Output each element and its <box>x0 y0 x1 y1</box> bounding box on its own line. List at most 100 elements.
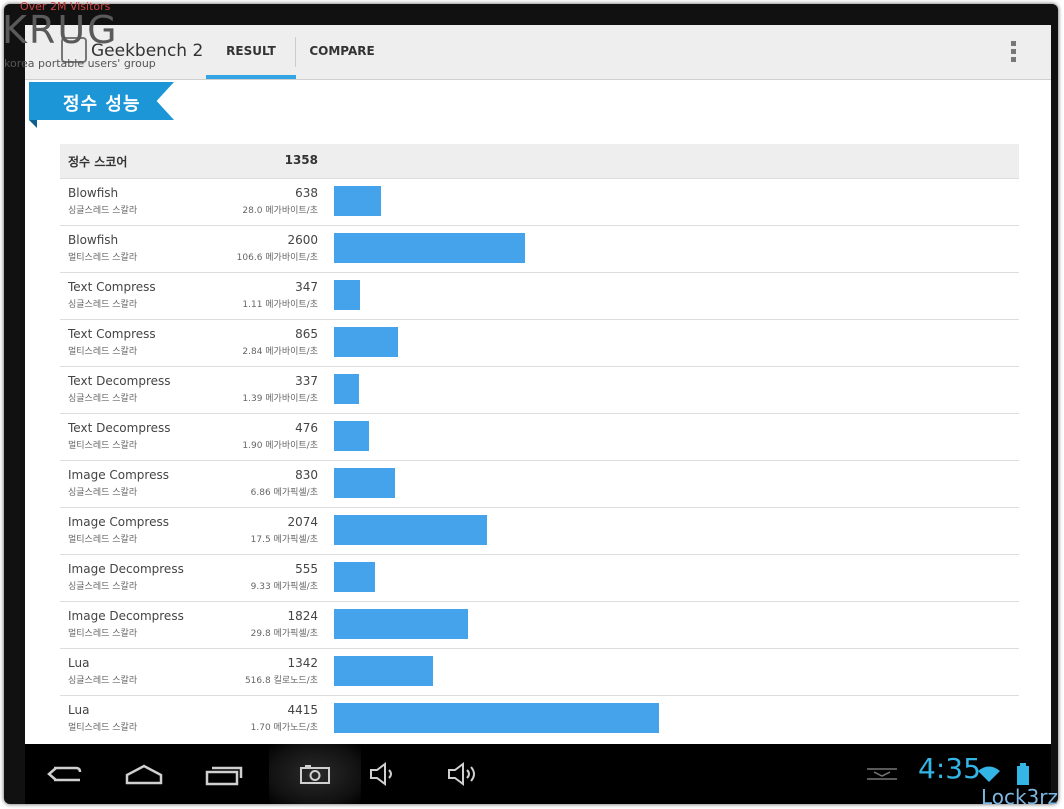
benchmark-score: 476 <box>295 421 318 435</box>
benchmark-rate: 106.6 메가바이트/초 <box>236 253 318 263</box>
tab-selected-indicator <box>206 75 296 79</box>
score-bar <box>334 374 359 404</box>
recent-apps-icon <box>205 766 243 786</box>
benchmark-mode: 멀티스레드 스칼라 <box>68 441 138 451</box>
benchmark-rate: 1.90 메가바이트/초 <box>242 441 318 451</box>
benchmark-score: 830 <box>295 468 318 482</box>
benchmark-name: Text Decompress <box>68 374 171 388</box>
table-row[interactable]: Image Decompress 싱글스레드 스칼라 555 9.33 메가픽셀/초 <box>60 554 1019 601</box>
summary-score: 1358 <box>284 153 318 167</box>
benchmark-mode: 멀티스레드 스칼라 <box>68 347 138 357</box>
benchmark-mode: 싱글스레드 스칼라 <box>68 488 138 498</box>
tab-result[interactable]: RESULT <box>206 25 296 79</box>
table-row[interactable]: Text Decompress 싱글스레드 스칼라 337 1.39 메가바이트/초 <box>60 366 1019 413</box>
score-bar <box>334 280 360 310</box>
benchmark-name: Lua <box>68 703 90 717</box>
watermark-tagline: korea portable users' group <box>4 57 156 70</box>
summary-label: 정수 스코어 <box>68 155 128 169</box>
benchmark-score: 4415 <box>287 703 318 717</box>
benchmark-mode: 싱글스레드 스칼라 <box>68 206 138 216</box>
benchmark-name: Text Compress <box>68 280 156 294</box>
recent-apps-button[interactable] <box>189 744 259 804</box>
volume-up-icon <box>448 762 475 786</box>
action-bar: Geekbench 2 RESULT COMPARE <box>25 25 1051 80</box>
benchmark-name: Image Compress <box>68 515 169 529</box>
score-bar <box>334 609 468 639</box>
wifi-status <box>969 744 1009 804</box>
benchmark-score: 337 <box>295 374 318 388</box>
benchmark-mode: 싱글스레드 스칼라 <box>68 300 138 310</box>
volume-down-icon <box>370 762 392 786</box>
score-bar <box>334 515 487 545</box>
overflow-menu-icon[interactable] <box>1011 41 1017 65</box>
table-row[interactable]: Text Compress 싱글스레드 스칼라 347 1.11 메가바이트/초 <box>60 272 1019 319</box>
benchmark-rate: 17.5 메가픽셀/초 <box>250 535 318 545</box>
status-clock: 4:35 <box>918 752 981 785</box>
tab-compare-label: COMPARE <box>309 44 375 58</box>
benchmark-mode: 멀티스레드 스칼라 <box>68 723 138 733</box>
table-row[interactable]: Lua 멀티스레드 스칼라 4415 1.70 메가노드/초 <box>60 695 1019 742</box>
benchmark-mode: 싱글스레드 스칼라 <box>68 394 138 404</box>
table-row[interactable]: Image Compress 멀티스레드 스칼라 2074 17.5 메가픽셀/초 <box>60 507 1019 554</box>
benchmark-rate: 29.8 메가픽셀/초 <box>250 629 318 639</box>
benchmark-name: Text Compress <box>68 327 156 341</box>
watermark-logo-text: KRUG <box>2 8 119 52</box>
lock3rz-watermark: Lock3rz <box>980 785 1058 809</box>
benchmark-score: 2074 <box>287 515 318 529</box>
back-icon <box>47 766 82 782</box>
keyboard-hide-icon <box>867 768 897 780</box>
score-bar <box>334 703 659 733</box>
benchmark-rate: 6.86 메가픽셀/초 <box>250 488 318 498</box>
home-button[interactable] <box>109 744 179 804</box>
benchmark-mode: 싱글스레드 스칼라 <box>68 676 138 686</box>
volume-up-button[interactable] <box>429 744 499 804</box>
benchmark-rate: 9.33 메가픽셀/초 <box>250 582 318 592</box>
screenshot-button[interactable] <box>269 744 361 804</box>
benchmark-name: Lua <box>68 656 90 670</box>
benchmark-name: Text Decompress <box>68 421 171 435</box>
benchmark-name: Image Decompress <box>68 609 184 623</box>
benchmark-score: 865 <box>295 327 318 341</box>
hide-keyboard-button[interactable] <box>847 744 917 804</box>
section-title: 정수 성능 <box>63 94 141 115</box>
score-bar <box>334 656 433 686</box>
benchmark-score: 347 <box>295 280 318 294</box>
camera-icon <box>300 765 330 784</box>
ribbon-fold <box>29 120 37 128</box>
wifi-icon <box>978 766 1000 782</box>
score-bar <box>334 562 375 592</box>
benchmark-mode: 싱글스레드 스칼라 <box>68 582 138 592</box>
table-row[interactable]: Blowfish 싱글스레드 스칼라 638 28.0 메가바이트/초 <box>60 178 1019 225</box>
table-row[interactable]: Blowfish 멀티스레드 스칼라 2600 106.6 메가바이트/초 <box>60 225 1019 272</box>
benchmark-score: 638 <box>295 186 318 200</box>
krug-watermark: Over 2M Visitors KRUG korea portable use… <box>0 0 170 75</box>
benchmark-name: Image Decompress <box>68 562 184 576</box>
benchmark-mode: 멀티스레드 스칼라 <box>68 629 138 639</box>
score-bar <box>334 421 369 451</box>
benchmark-score: 1342 <box>287 656 318 670</box>
tab-divider <box>295 37 296 67</box>
benchmark-rate: 1.11 메가바이트/초 <box>242 300 318 310</box>
tab-compare[interactable]: COMPARE <box>307 25 377 79</box>
benchmark-rate: 28.0 메가바이트/초 <box>242 206 318 216</box>
table-row[interactable]: Image Compress 싱글스레드 스칼라 830 6.86 메가픽셀/초 <box>60 460 1019 507</box>
score-bar <box>334 186 381 216</box>
benchmark-name: Image Compress <box>68 468 169 482</box>
table-row[interactable]: Text Decompress 멀티스레드 스칼라 476 1.90 메가바이트/초 <box>60 413 1019 460</box>
home-icon <box>125 764 163 785</box>
benchmark-rate: 1.70 메가노드/초 <box>250 723 318 733</box>
tab-result-label: RESULT <box>226 44 276 58</box>
benchmark-rate: 2.84 메가바이트/초 <box>242 347 318 357</box>
benchmark-mode: 멀티스레드 스칼라 <box>68 535 138 545</box>
benchmark-name: Blowfish <box>68 186 119 200</box>
results-table: 정수 스코어 1358 Blowfish 싱글스레드 스칼라 638 28.0 메가바… <box>60 144 1019 742</box>
score-bar <box>334 468 395 498</box>
table-row[interactable]: Image Decompress 멀티스레드 스칼라 1824 29.8 메가픽셀/초 <box>60 601 1019 648</box>
geekbench-app-icon <box>61 37 87 63</box>
table-row[interactable]: Text Compress 멀티스레드 스칼라 865 2.84 메가바이트/초 <box>60 319 1019 366</box>
table-row[interactable]: Lua 싱글스레드 스칼라 1342 516.8 킬로노드/초 <box>60 648 1019 695</box>
back-button[interactable] <box>29 744 99 804</box>
volume-down-button[interactable] <box>349 744 419 804</box>
score-bar <box>334 327 398 357</box>
screen: Geekbench 2 RESULT COMPARE 정수 성능 정수 스코어 … <box>25 25 1051 804</box>
